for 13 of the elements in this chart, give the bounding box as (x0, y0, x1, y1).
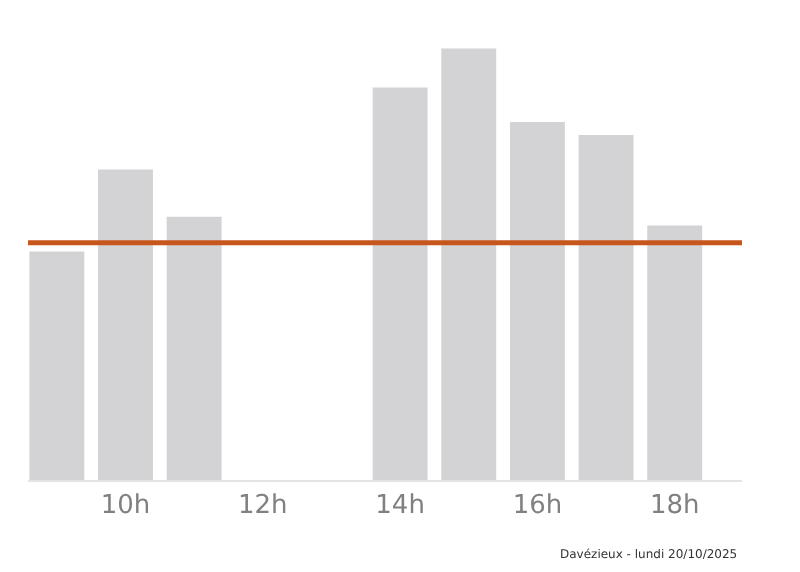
bar (578, 134, 634, 480)
x-tick-label: 10h (100, 491, 151, 522)
x-tick-label: 12h (238, 491, 288, 522)
bar (647, 225, 703, 480)
x-tick-label: 18h (649, 491, 700, 522)
bar (166, 216, 222, 480)
x-tick-label: 16h (512, 491, 563, 522)
bar (509, 121, 565, 480)
x-tick-label: 14h (375, 491, 425, 522)
bar (98, 169, 153, 480)
bar (29, 251, 85, 480)
bar (441, 48, 497, 480)
bar (372, 87, 428, 480)
